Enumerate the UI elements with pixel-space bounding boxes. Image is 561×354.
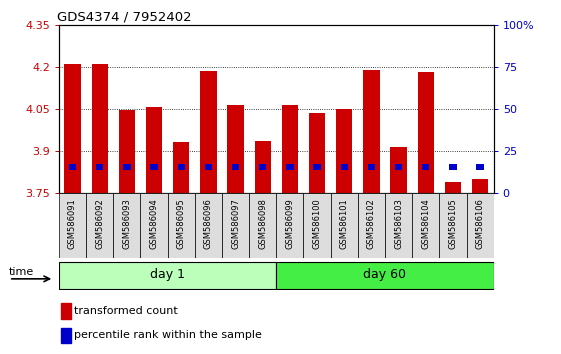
FancyBboxPatch shape [59,193,86,258]
FancyBboxPatch shape [304,193,330,258]
Text: day 60: day 60 [364,268,407,281]
Bar [472,179,488,193]
Bar [367,164,375,170]
FancyBboxPatch shape [222,193,249,258]
FancyBboxPatch shape [195,193,222,258]
Bar [146,108,162,193]
Bar [417,73,434,193]
Bar [286,164,293,170]
FancyBboxPatch shape [276,193,304,258]
Bar [96,164,103,170]
Bar [364,70,380,193]
Text: GSM586091: GSM586091 [68,198,77,249]
FancyBboxPatch shape [330,193,358,258]
Text: GSM586102: GSM586102 [367,198,376,249]
FancyBboxPatch shape [249,193,276,258]
Bar [309,113,325,193]
FancyBboxPatch shape [86,193,113,258]
FancyBboxPatch shape [467,193,494,258]
Bar [314,164,321,170]
FancyBboxPatch shape [385,193,412,258]
Bar [91,64,108,193]
Text: GSM586105: GSM586105 [448,198,457,249]
Text: GSM586095: GSM586095 [177,198,186,249]
Text: GSM586096: GSM586096 [204,198,213,249]
Text: GSM586098: GSM586098 [258,198,267,249]
FancyBboxPatch shape [412,193,439,258]
Bar [336,109,352,193]
Text: GSM586092: GSM586092 [95,198,104,249]
Text: GSM586094: GSM586094 [150,198,159,249]
Bar [173,142,189,193]
FancyBboxPatch shape [358,193,385,258]
Bar [150,164,158,170]
Bar [61,327,71,343]
Text: GSM586106: GSM586106 [476,198,485,249]
Bar [282,105,298,193]
Bar [395,164,402,170]
Bar [449,164,457,170]
Bar [65,64,81,193]
Text: GSM586099: GSM586099 [286,198,295,249]
Text: GSM586097: GSM586097 [231,198,240,249]
Text: GSM586093: GSM586093 [122,198,131,249]
Bar [69,164,76,170]
Bar [255,141,271,193]
FancyBboxPatch shape [113,193,140,258]
Text: GSM586103: GSM586103 [394,198,403,249]
Bar [390,147,407,193]
Bar [61,303,71,319]
Bar [341,164,348,170]
Bar [476,164,484,170]
Bar [232,164,239,170]
FancyBboxPatch shape [439,193,467,258]
Text: GSM586100: GSM586100 [312,198,321,249]
Bar [177,164,185,170]
Bar [123,164,131,170]
FancyBboxPatch shape [168,193,195,258]
Bar [205,164,212,170]
Bar [422,164,429,170]
Text: GDS4374 / 7952402: GDS4374 / 7952402 [57,11,191,24]
FancyBboxPatch shape [140,193,168,258]
Text: transformed count: transformed count [74,306,178,316]
Text: GSM586104: GSM586104 [421,198,430,249]
Text: day 1: day 1 [150,268,185,281]
Bar [445,182,461,193]
Text: percentile rank within the sample: percentile rank within the sample [74,330,262,340]
Bar [259,164,266,170]
Text: time: time [9,267,34,276]
Bar [227,105,243,193]
FancyBboxPatch shape [276,262,494,289]
Text: GSM586101: GSM586101 [340,198,349,249]
Bar [200,71,217,193]
FancyBboxPatch shape [59,262,276,289]
Bar [119,110,135,193]
